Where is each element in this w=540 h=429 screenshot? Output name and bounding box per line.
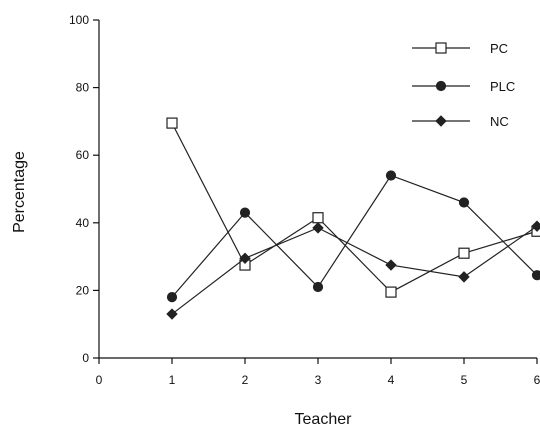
y-tick-label: 0 [82, 351, 89, 365]
y-tick-label: 80 [76, 81, 90, 95]
x-tick-label: 6 [534, 373, 540, 387]
data-point-plc [385, 170, 397, 181]
data-point-pc [385, 286, 397, 298]
y-tick-label: 100 [69, 13, 89, 27]
data-point-plc [312, 281, 324, 293]
data-point-nc [166, 308, 178, 320]
legend-label: PC [490, 41, 508, 56]
series-line-pc [171, 122, 538, 293]
legend-label: NC [490, 114, 509, 129]
legend-item-pc: PC [412, 41, 508, 56]
legend-label: PLC [490, 79, 515, 94]
legend-item-nc: NC [412, 114, 509, 129]
x-axis-title: Teacher [295, 411, 353, 428]
series-line-nc [171, 225, 538, 315]
x-tick-label: 4 [388, 373, 395, 387]
series-line-plc [171, 174, 538, 298]
x-tick-label: 0 [96, 373, 103, 387]
data-point-nc [385, 259, 397, 271]
data-point-plc [458, 197, 470, 208]
legend-marker-plc [435, 80, 447, 92]
y-tick-label: 20 [76, 283, 90, 297]
legend: PC PLC NC [412, 41, 515, 129]
x-tick-label: 5 [461, 373, 468, 387]
series-pc [166, 117, 540, 298]
data-point-pc [166, 117, 178, 129]
y-tick-label: 60 [76, 148, 90, 162]
x-tick-label: 1 [169, 373, 176, 387]
series-nc [166, 220, 540, 320]
legend-marker-nc [435, 115, 447, 127]
data-point-plc [166, 292, 178, 303]
data-point-pc [458, 247, 470, 259]
data-point-pc [312, 212, 324, 224]
y-axis-title: Percentage [11, 151, 28, 233]
data-point-nc [239, 252, 251, 264]
legend-marker-pc [435, 42, 447, 54]
axes [98, 20, 537, 359]
data-point-plc [239, 207, 251, 218]
y-tick-label: 40 [76, 216, 90, 230]
series-layer [166, 117, 540, 320]
data-point-nc [531, 220, 540, 232]
x-ticks: 0 1 2 3 4 5 6 [96, 358, 540, 387]
y-ticks: 0 20 40 60 80 100 [69, 13, 99, 365]
data-point-nc [312, 222, 324, 234]
legend-item-plc: PLC [412, 79, 515, 94]
data-point-nc [458, 271, 470, 283]
data-point-plc [531, 270, 540, 281]
x-tick-label: 3 [315, 373, 322, 387]
series-plc [166, 170, 540, 303]
x-tick-label: 2 [242, 373, 249, 387]
